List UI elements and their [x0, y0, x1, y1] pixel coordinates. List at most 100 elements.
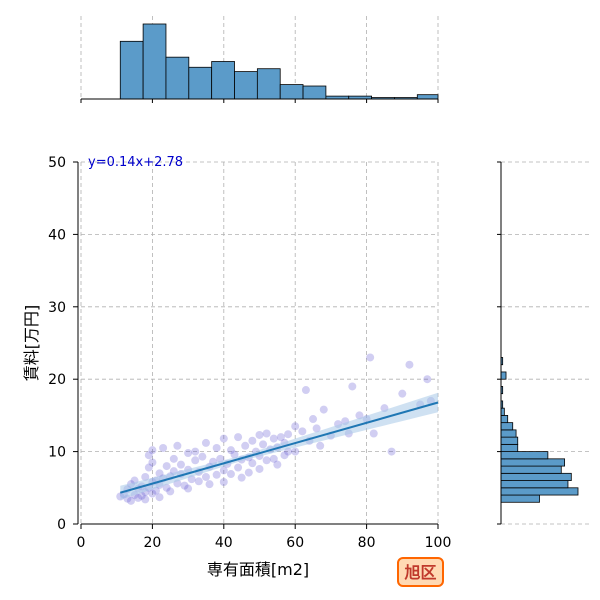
scatter-point	[162, 462, 171, 471]
scatter-point	[262, 456, 271, 465]
scatter-point	[126, 496, 135, 505]
scatter-point	[148, 489, 157, 498]
y-tick-label: 50	[48, 155, 66, 171]
scatter-point	[312, 424, 321, 433]
scatter-point	[184, 484, 193, 493]
scatter-point	[273, 460, 282, 469]
x-tick-label: 60	[286, 535, 304, 551]
scatter-point	[269, 434, 278, 443]
scatter-point	[398, 389, 407, 398]
top-hist-bar	[256, 68, 281, 100]
area-badge: 旭区	[397, 557, 444, 587]
scatter-point	[155, 493, 164, 502]
scatter-point	[148, 458, 157, 467]
scatter-point	[237, 473, 246, 482]
scatter-point	[169, 454, 178, 463]
x-tick-label: 40	[215, 535, 233, 551]
scatter-point	[366, 353, 375, 362]
regression-confidence-band	[120, 392, 439, 500]
scatter-point	[309, 415, 318, 424]
right-hist-bar	[500, 436, 519, 445]
y-tick-label: 30	[48, 300, 66, 316]
scatter-point	[141, 495, 150, 504]
scatter-point	[184, 449, 193, 458]
scatter-point	[134, 493, 143, 502]
scatter-point	[201, 438, 210, 447]
top-hist-bar	[416, 94, 439, 100]
x-tick-label: 100	[425, 535, 452, 551]
x-tick-label: 20	[143, 535, 161, 551]
y-tick-label: 10	[48, 445, 66, 461]
right-hist-bar	[500, 429, 517, 438]
scatter-point	[280, 451, 289, 460]
scatter-point	[255, 464, 264, 473]
scatter-point	[144, 451, 153, 460]
right-hist-bars	[500, 357, 579, 503]
scatter-point	[269, 454, 278, 463]
y-tick-label: 20	[48, 372, 66, 388]
scatter-point	[176, 460, 185, 469]
right-hist-bar	[500, 472, 572, 481]
scatter-point	[137, 491, 146, 500]
scatter-point	[205, 480, 214, 489]
scatter-point	[212, 443, 221, 452]
scatter-point	[262, 429, 271, 438]
scatter-point	[284, 430, 293, 439]
scatter-point	[348, 382, 357, 391]
top-hist-bar	[211, 61, 235, 100]
scatter-point	[226, 446, 235, 455]
top-hist-bars	[119, 23, 439, 100]
scatter-point	[298, 427, 307, 436]
scatter-point	[405, 360, 414, 369]
scatter-point	[226, 470, 235, 479]
scatter-point	[423, 375, 432, 384]
right-hist-bar	[500, 487, 579, 496]
scatter-point	[219, 434, 228, 443]
top-hist-bar	[279, 84, 304, 100]
top-hist-ticks	[80, 99, 439, 103]
y-tick-label: 40	[48, 227, 66, 243]
area-badge-box	[397, 557, 444, 587]
scatter-point	[219, 466, 228, 475]
scatter-point	[212, 470, 221, 479]
x-axis-title: 専有面積[m2]	[207, 560, 309, 579]
scatter-point	[301, 386, 310, 395]
right-hist-bar	[500, 494, 540, 503]
scatter-point	[219, 478, 228, 487]
right-hist-bar	[500, 407, 505, 416]
top-hist-bar	[119, 40, 144, 100]
scatter-point	[248, 459, 257, 468]
scatter-point	[244, 468, 253, 477]
scatter-point	[316, 441, 325, 450]
area-badge-label: 旭区	[403, 563, 436, 582]
y-tick-label: 0	[57, 517, 66, 533]
scatter-point	[234, 433, 243, 442]
scatter-point	[148, 446, 157, 455]
regression-line	[119, 401, 439, 494]
right-hist-bar	[500, 465, 562, 474]
scatter-point	[191, 447, 200, 456]
scatter-point	[201, 472, 210, 481]
scatter-point	[255, 430, 264, 439]
scatter-point	[144, 463, 153, 472]
y-axis-title: 賃料[万円]	[22, 305, 41, 382]
scatter-point	[194, 477, 203, 486]
top-hist-bar	[165, 56, 190, 100]
scatter-point	[319, 405, 328, 414]
x-axis-ticks: 0 20 40 60 80 100	[77, 524, 452, 551]
scatter-point	[369, 429, 378, 438]
scatter-point	[173, 441, 182, 450]
right-hist-ticks	[497, 161, 501, 525]
scatter-point	[234, 463, 243, 472]
scatter-point	[291, 422, 300, 431]
right-hist-bar	[500, 458, 566, 467]
x-tick-label: 80	[358, 535, 376, 551]
top-hist-bar	[142, 23, 167, 100]
regression-equation-label: y=0.14x+2.78	[88, 155, 183, 170]
main-scatter-plot: 0 20 40 60 80 100 0 10 20 30 40 50 y=0.14x+2.78 専有…	[22, 155, 451, 579]
scatter-point	[259, 440, 268, 449]
scatter-point	[198, 452, 207, 461]
top-hist-bar	[188, 66, 213, 100]
scatter-point	[159, 443, 168, 452]
right-hist-bar	[500, 414, 509, 424]
